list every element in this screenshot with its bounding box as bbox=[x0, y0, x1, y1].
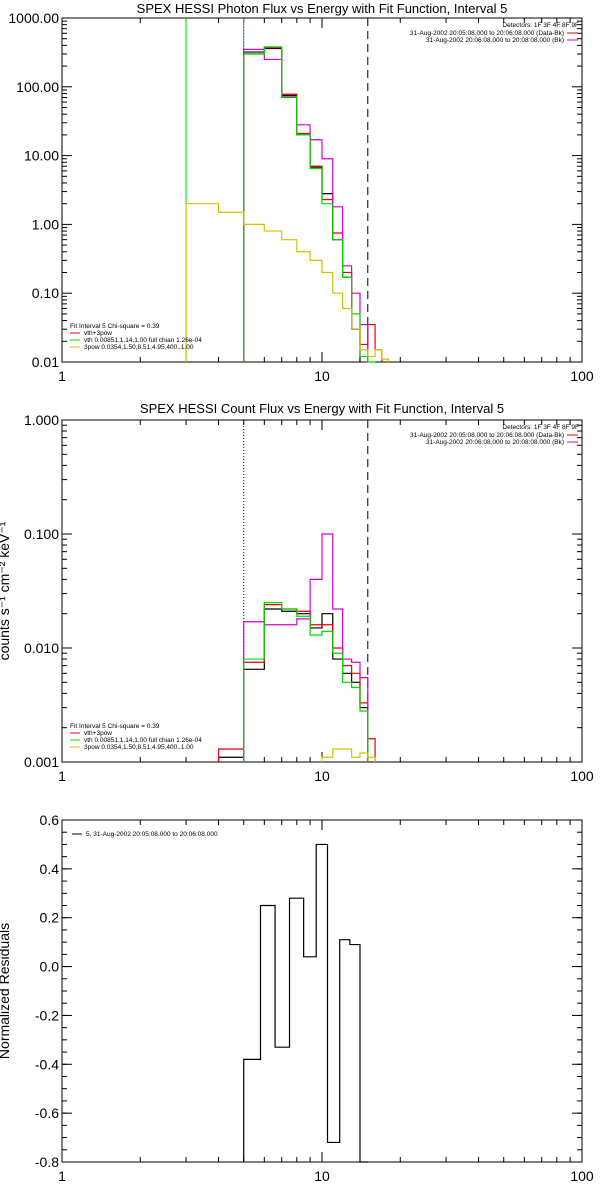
time-label: 31-Aug-2002 20:06:08.000 to 20:08:08.000… bbox=[426, 37, 564, 44]
detector-label: Detectors: 1F 3F 4F 8F 9F bbox=[502, 424, 579, 431]
fit-legend-entry: vth 0.00851,1.14,1.00 full chian 1.26e-0… bbox=[84, 737, 202, 744]
series-step-line bbox=[243, 46, 376, 363]
y-tick-label: 0.2 bbox=[40, 910, 60, 926]
time-label: 31-Aug-2002 20:05:08.000 to 20:06:08.000… bbox=[410, 30, 564, 37]
x-tick-label: 10 bbox=[314, 768, 330, 784]
fit-legend-entry: 3pow 0.0354,1.50,8.51,4.95,400.,1.00 bbox=[84, 344, 194, 351]
series-step-line bbox=[321, 748, 376, 762]
residuals-panel: 1 10 100 -0.8 -0.6 -0.4 -0.2 0.0 0.2 0.4 0.6 Normal… bbox=[0, 812, 594, 1184]
x-tick-label: 1 bbox=[58, 768, 66, 784]
y-tick-label: 0.6 bbox=[40, 812, 60, 828]
fit-legend-header: Fit Interval 5 Chi-square = 0.39 bbox=[70, 323, 160, 330]
y-tick-label: 0.10 bbox=[32, 285, 59, 301]
x-tick-label: 100 bbox=[570, 368, 594, 384]
y-tick-label: 0.100 bbox=[24, 526, 59, 542]
y-tick-label: 0.0 bbox=[40, 959, 60, 975]
y-tick-label: 0.001 bbox=[24, 754, 59, 770]
y-tick-label: -0.2 bbox=[35, 1007, 59, 1023]
time-label: 31-Aug-2002 20:05:08.000 to 20:06:08.000… bbox=[410, 432, 564, 439]
photon-flux-panel: SPEX HESSI Photon Flux vs Energy with Fi… bbox=[8, 1, 594, 384]
y-tick-label: 0.4 bbox=[40, 861, 60, 877]
detector-label: Detectors: 1F 3F 4F 8F 9F bbox=[502, 22, 579, 29]
series-step-line bbox=[243, 48, 369, 362]
y-tick-label: 1.00 bbox=[32, 216, 59, 232]
chart-title: SPEX HESSI Count Flux vs Energy with Fit… bbox=[140, 401, 504, 416]
series-step-line bbox=[217, 608, 369, 762]
fit-legend-entry: vth 0.00851,1.14,1.00 full chian 1.26e-0… bbox=[84, 337, 202, 344]
series-step-line bbox=[243, 47, 361, 362]
count-flux-panel: SPEX HESSI Count Flux vs Energy with Fit… bbox=[0, 401, 594, 784]
y-tick-label: 0.010 bbox=[24, 640, 59, 656]
plot-frame bbox=[61, 419, 583, 763]
y-tick-label: 10.00 bbox=[24, 148, 59, 164]
series-step-line bbox=[243, 602, 369, 762]
plot-frame bbox=[61, 819, 583, 1163]
y-tick-label: -0.4 bbox=[35, 1056, 59, 1072]
y-tick-label: 1.000 bbox=[24, 412, 59, 428]
fit-legend-entry: vth+3pow bbox=[84, 330, 112, 337]
fit-legend-entry: vth+3pow bbox=[84, 730, 112, 737]
y-tick-label: 100.00 bbox=[16, 79, 59, 95]
series-step-line bbox=[243, 843, 368, 1163]
x-tick-label: 10 bbox=[314, 1168, 330, 1184]
y-axis-label: Normalized Residuals bbox=[0, 923, 12, 1059]
chart-title: SPEX HESSI Photon Flux vs Energy with Fi… bbox=[137, 1, 508, 16]
x-tick-label: 1 bbox=[58, 368, 66, 384]
legend-entry: 5, 31-Aug-2002 20:05:08.000 to 20:06:08.… bbox=[86, 831, 218, 838]
x-tick-label: 100 bbox=[570, 1168, 594, 1184]
x-tick-label: 10 bbox=[314, 368, 330, 384]
y-tick-label: 1000.00 bbox=[8, 10, 59, 26]
y-tick-label: 0.01 bbox=[32, 354, 59, 370]
series-step-line bbox=[185, 203, 389, 362]
fit-legend-entry: 3pow 0.0354,1.50,8.51,4.95,400.,1.00 bbox=[84, 744, 194, 751]
y-tick-label: -0.6 bbox=[35, 1105, 59, 1121]
series-step-line bbox=[243, 533, 369, 762]
fit-legend-header: Fit Interval 5 Chi-square = 0.39 bbox=[70, 723, 160, 730]
x-tick-label: 100 bbox=[570, 768, 594, 784]
y-tick-label: -0.8 bbox=[35, 1154, 59, 1170]
x-tick-label: 1 bbox=[58, 1168, 66, 1184]
y-axis-label: counts s⁻¹ cm⁻² keV⁻¹ bbox=[0, 521, 12, 660]
time-label: 31-Aug-2002 20:06:08.000 to 20:08:08.000… bbox=[426, 439, 564, 446]
series-step-line bbox=[243, 47, 383, 362]
